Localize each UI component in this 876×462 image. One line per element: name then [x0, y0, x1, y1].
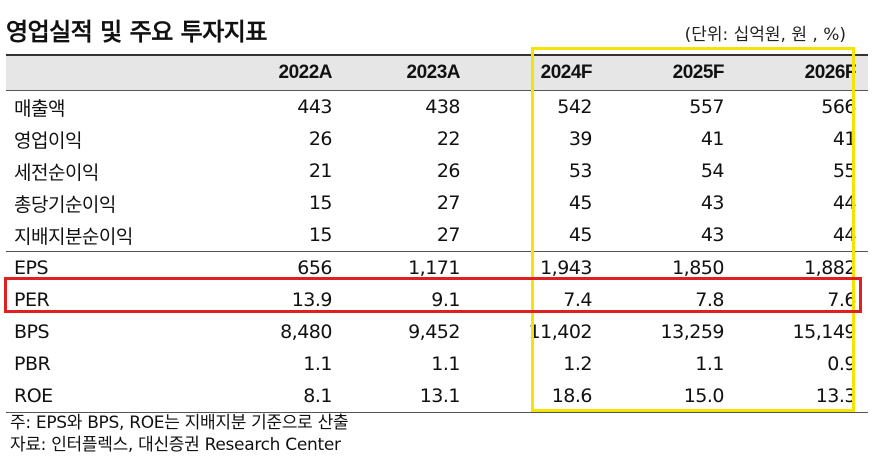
table-cell: 43 [700, 192, 725, 214]
page-title: 영업실적 및 주요 투자지표 [6, 18, 267, 46]
table-cell: 9.1 [431, 289, 460, 311]
header-corner [6, 56, 216, 91]
table-cell: 656 [216, 251, 344, 284]
footnote-source: 자료: 인터플렉스, 대신증권 Research Center [10, 435, 341, 455]
row-label: 세전순이익 [14, 161, 99, 184]
column-header: 2024F [540, 62, 593, 83]
column-header: 2022A [278, 62, 333, 83]
table-cell: 1.1 [431, 353, 460, 375]
table-cell: 26 [436, 160, 461, 182]
table-cell: 13,259 [660, 321, 725, 343]
table-cell: 1,171 [344, 251, 472, 284]
table-row-per: PER 13.9 9.1 7.4 7.8 7.6 [6, 284, 868, 316]
table-cell: 1.1 [695, 353, 724, 375]
table-cell: 8,480 [280, 321, 332, 343]
table-cell: 15 [308, 192, 333, 214]
table-cell: 41 [700, 128, 725, 150]
table-row: 영업이익 26 22 39 41 41 [6, 123, 868, 155]
table-cell: 438 [425, 96, 460, 118]
table-cell: 1,943 [472, 251, 604, 284]
financial-table: 2022A 2023A 2024F 2025F 2026F 매출액 443 43… [6, 56, 868, 413]
table-cell: 7.4 [563, 289, 592, 311]
table-cell: 542 [557, 96, 592, 118]
column-header: 2025F [672, 62, 725, 83]
table-cell: 15,149 [792, 321, 857, 343]
table-cell: 566 [821, 96, 856, 118]
row-label: 매출액 [14, 97, 65, 120]
table-cell: 53 [568, 160, 593, 182]
table-row: 지배지분순이익 15 27 45 43 44 [6, 219, 868, 252]
table-cell: 22 [436, 128, 461, 150]
table-cell: 43 [700, 224, 725, 246]
table-cell: 443 [297, 96, 332, 118]
table-cell: 27 [436, 224, 461, 246]
table-row: PBR 1.1 1.1 1.2 1.1 0.9 [6, 348, 868, 380]
column-header: 2023A [406, 62, 461, 83]
row-label: EPS [6, 251, 216, 284]
table-cell: 1.1 [303, 353, 332, 375]
table-cell: 44 [832, 192, 857, 214]
table-cell: 1.2 [563, 353, 592, 375]
footnotes: 주: EPS와 BPS, ROE는 지배지분 기준으로 산출 자료: 인터플렉스… [10, 412, 349, 456]
row-label: 지배지분순이익 [14, 225, 133, 248]
footnote-basis: 주: EPS와 BPS, ROE는 지배지분 기준으로 산출 [10, 413, 349, 433]
table-row: 세전순이익 21 26 53 54 55 [6, 155, 868, 187]
table-cell: 41 [832, 128, 857, 150]
table-top-rule [6, 54, 868, 56]
table-row: 총당기순이익 15 27 45 43 44 [6, 187, 868, 219]
table-cell: 26 [308, 128, 333, 150]
table-cell: 13.9 [291, 289, 333, 311]
row-label: PER [14, 289, 50, 311]
row-label: 총당기순이익 [14, 193, 116, 216]
row-label: BPS [14, 321, 50, 343]
table-cell: 39 [568, 128, 593, 150]
table-cell: 18.6 [472, 380, 604, 413]
table-cell: 9,452 [408, 321, 460, 343]
table-header-row: 2022A 2023A 2024F 2025F 2026F [6, 56, 868, 91]
unit-note: (단위: 십억원, 원 , %) [684, 25, 846, 45]
table-cell: 1,850 [604, 251, 736, 284]
table-cell: 11,402 [528, 321, 593, 343]
table-cell: 15 [308, 224, 333, 246]
table-row: EPS 656 1,171 1,943 1,850 1,882 [6, 251, 868, 284]
table-cell: 21 [308, 160, 333, 182]
table-cell: 1,882 [736, 251, 868, 284]
table-cell: 13.3 [736, 380, 868, 413]
table-cell: 7.8 [695, 289, 724, 311]
table-row: BPS 8,480 9,452 11,402 13,259 15,149 [6, 316, 868, 348]
table-cell: 45 [568, 192, 593, 214]
table-row: ROE 8.1 13.1 18.6 15.0 13.3 [6, 380, 868, 413]
table-cell: 557 [689, 96, 724, 118]
table-cell: 15.0 [604, 380, 736, 413]
table-row: 매출액 443 438 542 557 566 [6, 91, 868, 124]
row-label: 영업이익 [14, 129, 82, 152]
table-cell: 0.9 [827, 353, 856, 375]
row-label: ROE [6, 380, 216, 413]
table-cell: 54 [700, 160, 725, 182]
table-cell: 27 [436, 192, 461, 214]
table-cell: 45 [568, 224, 593, 246]
column-header: 2026F [804, 62, 857, 83]
table-cell: 8.1 [216, 380, 344, 413]
table-cell: 13.1 [344, 380, 472, 413]
table-cell: 44 [832, 224, 857, 246]
table-cell: 55 [832, 160, 857, 182]
row-label: PBR [14, 353, 51, 375]
table-cell: 7.6 [827, 289, 856, 311]
